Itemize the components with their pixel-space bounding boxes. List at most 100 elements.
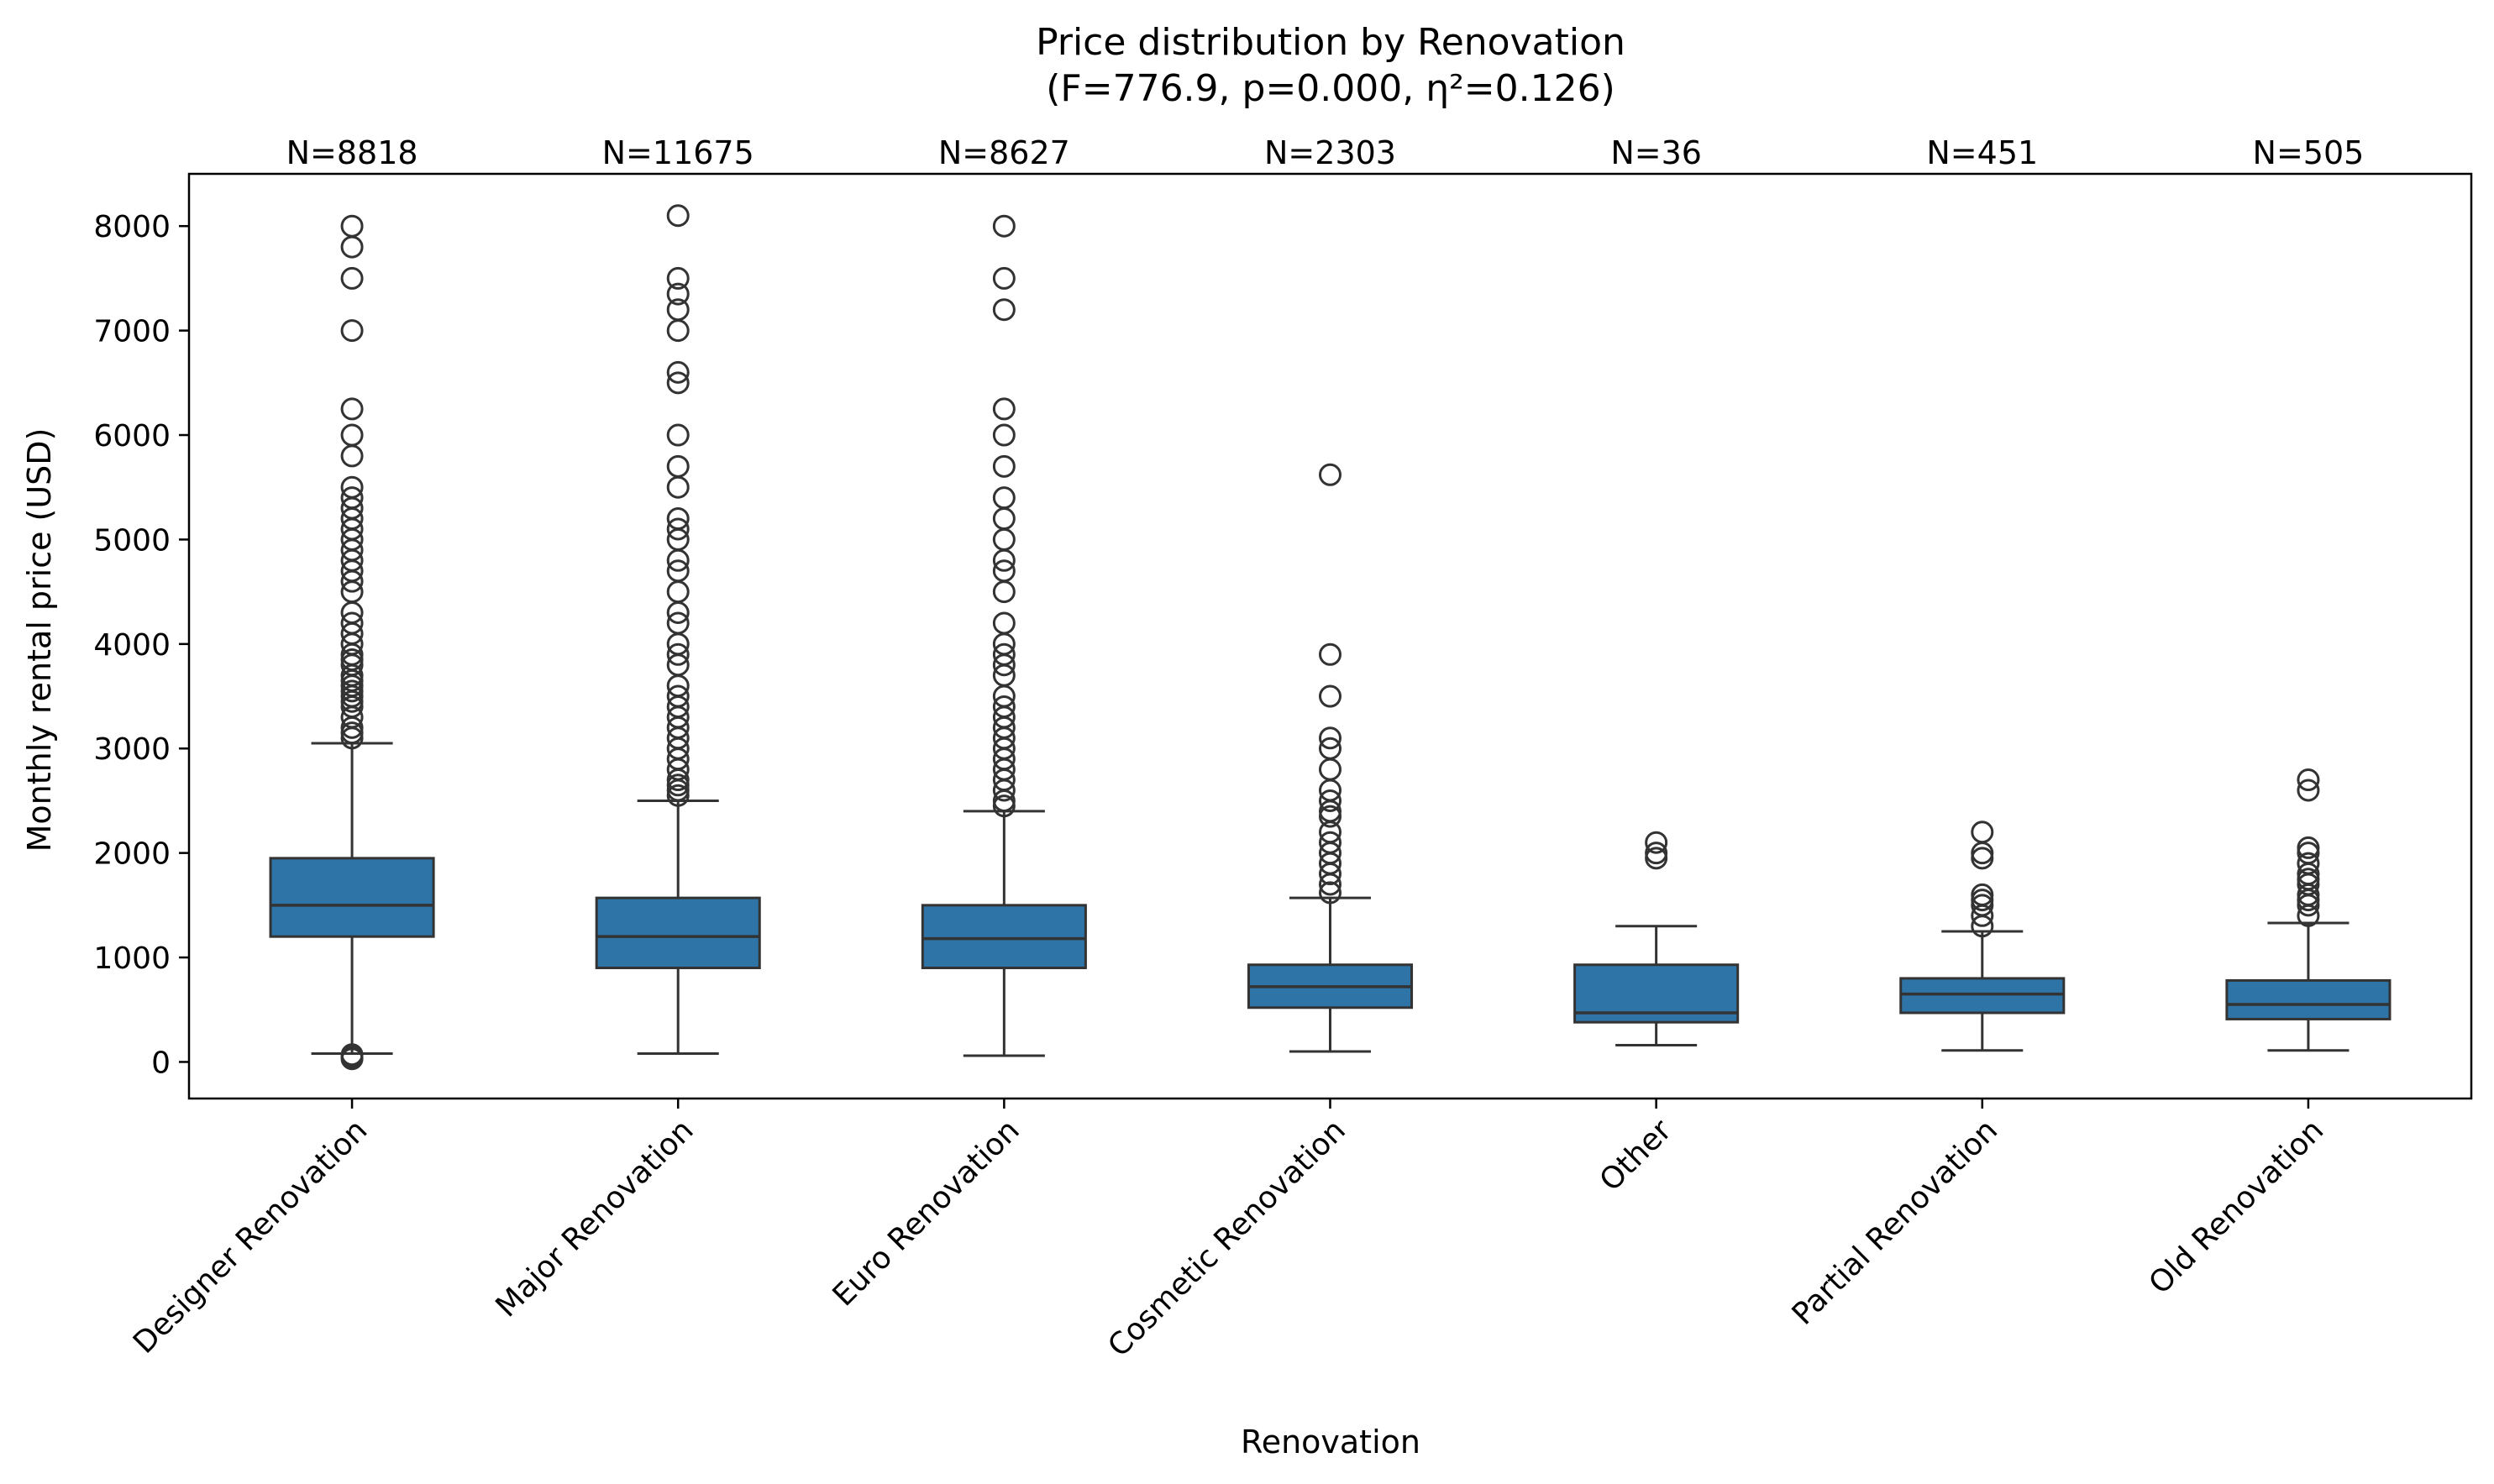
outlier-point [666,611,690,635]
outlier-point [992,642,1016,666]
y-axis-label: Monthly rental price (USD) [21,428,58,852]
outlier-point [340,266,364,290]
x-tick-label: Euro Renovation [827,1113,1026,1313]
outlier-point [992,397,1016,421]
outlier-point [1971,889,1994,912]
outlier-point [340,486,364,510]
outlier-point [340,319,364,343]
outlier-point [666,642,690,666]
outlier-point [340,397,364,421]
iqr-box [2225,978,2392,1020]
count-label: N=451 [1926,134,2038,171]
box-7: N=505 Old Renovation [2143,134,2392,1301]
outlier-point [992,266,1016,290]
outlier-point [2297,852,2320,875]
outlier-point [666,360,690,384]
count-label: N=11675 [602,134,754,171]
outlier-point [992,298,1016,322]
y-tick-label: 3000 [93,732,171,767]
count-label: N=8818 [286,134,418,171]
outlier-point [2297,779,2320,802]
outlier-point [2297,842,2320,865]
outlier-point [1319,789,1342,812]
outlier-point [1319,642,1342,666]
iqr-box [921,904,1087,969]
outlier-point [666,298,690,322]
axes-frame [187,172,2473,1100]
outlier-point [992,527,1016,551]
outlier-point [666,454,690,478]
outlier-point [666,266,690,290]
outlier-point [1645,842,1668,865]
x-tick-label: Partial Renovation [1786,1113,2004,1331]
box-6: N=451 Partial Renovation [1786,134,2066,1332]
chart-subtitle: (F=776.9, p=0.000, η²=0.126) [1046,67,1615,110]
x-tick-label: Designer Renovation [127,1113,374,1360]
outlier-point [1645,847,1668,870]
box-4: N=2303 Cosmetic Renovation [1101,134,1414,1364]
outlier-point [666,475,690,499]
outlier-point [1971,821,1994,844]
chart-title: Price distribution by Renovation [1036,21,1625,64]
outlier-point [992,611,1016,635]
outlier-point [666,580,690,604]
outlier-point [666,559,690,583]
outlier-point [1319,805,1342,828]
outlier-point [666,517,690,541]
outlier-point [1319,737,1342,760]
y-tick-label: 7000 [93,315,171,349]
x-axis-label: Renovation [1241,1424,1420,1460]
outlier-point [992,454,1016,478]
outlier-point [340,611,364,635]
count-label: N=8627 [938,134,1070,171]
outlier-point [340,475,364,499]
outlier-point [992,507,1016,531]
outlier-point [1971,847,1994,870]
outlier-point [1319,463,1342,486]
plot-area: 0 1000 2000 3000 4000 5000 6000 7000 8000 N=8818 D… [93,134,2473,1364]
outlier-point [2297,768,2320,792]
x-tick-label: Major Renovation [489,1113,700,1324]
outlier-point [666,319,690,343]
y-tick-label: 4000 [93,628,171,663]
outlier-point [1319,831,1342,854]
outlier-point [340,648,364,671]
outlier-point [992,214,1016,238]
outlier-point [1319,726,1342,750]
outlier-point [666,282,690,306]
outlier-point [340,214,364,238]
outlier-point [992,580,1016,604]
y-tick-label: 8000 [93,210,171,244]
outlier-point [1971,842,1994,865]
y-tick-label: 0 [151,1046,171,1080]
outlier-point [1645,831,1668,854]
y-tick-label: 2000 [93,837,171,872]
outlier-point [340,679,364,703]
y-tick-label: 6000 [93,419,171,454]
outlier-point [992,695,1016,718]
outlier-point [2297,868,2320,891]
outlier-point [2297,836,2320,859]
outlier-point [666,371,690,395]
count-label: N=505 [2253,134,2365,171]
outlier-point [1319,758,1342,781]
outlier-point [666,684,690,708]
outlier-point [666,507,690,531]
y-tick-label: 1000 [93,941,171,976]
box-1: N=8818 Designer Renovation [127,134,435,1361]
iqr-box [1899,977,2066,1015]
outlier-point [1319,684,1342,708]
y-tick-label: 5000 [93,523,171,558]
count-label: N=2303 [1264,134,1396,171]
outlier-point [1971,883,1994,906]
outlier-point [340,444,364,468]
outlier-point [666,423,690,447]
box-2: N=11675 Major Renovation [489,134,761,1324]
x-tick-label: Cosmetic Renovation [1101,1113,1352,1364]
outlier-point [992,486,1016,510]
x-tick-label: Old Renovation [2143,1113,2331,1301]
outlier-point [340,423,364,447]
outlier-point [992,423,1016,447]
box-5: N=36 Other [1573,134,1740,1198]
